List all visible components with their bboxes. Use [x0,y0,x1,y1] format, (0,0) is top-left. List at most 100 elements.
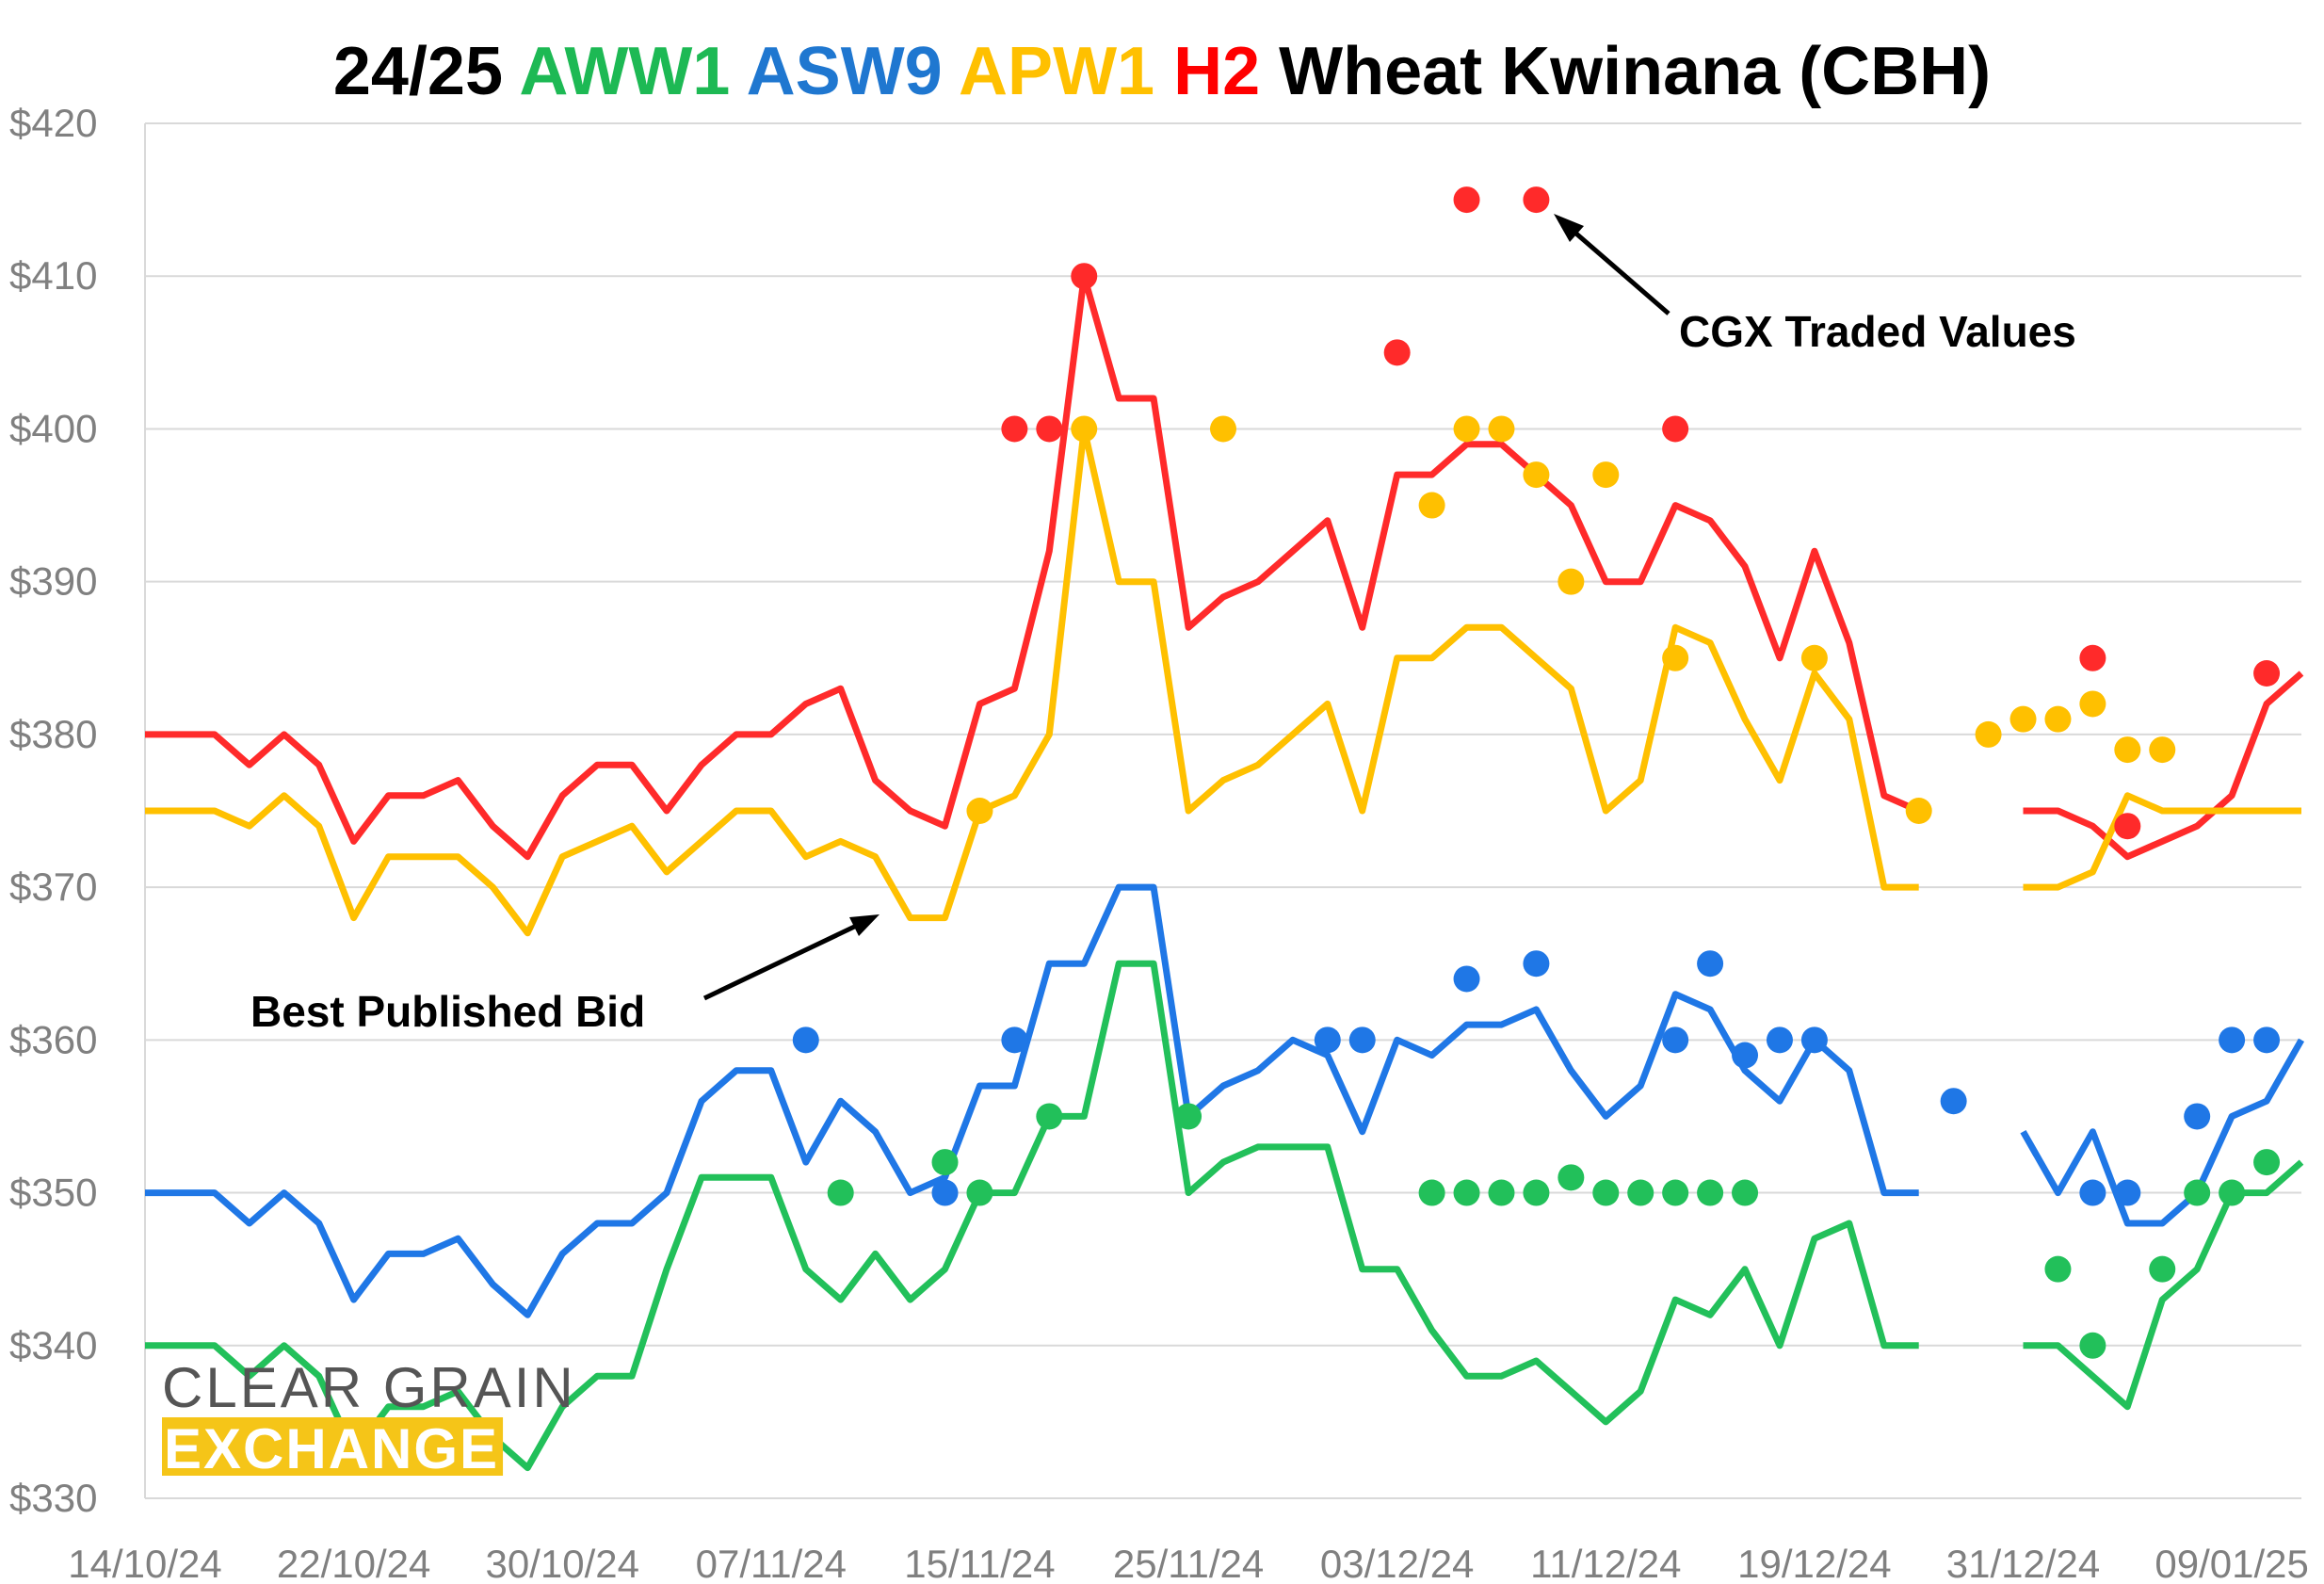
title-segment: Wheat Kwinana (CBH) [1260,34,1991,109]
traded-dot-h2 [1383,339,1411,366]
y-tick-label: $380 [9,712,97,756]
traded-dot-asw9 [1940,1088,1967,1115]
y-tick-label: $350 [9,1171,97,1215]
traded-dot-aww1 [2184,1179,2211,1206]
traded-dot-apw1 [1210,415,1236,443]
traded-dot-aww1 [1592,1179,1620,1206]
series-line-asw9 [145,883,2305,1318]
traded-dot-asw9 [1766,1026,1793,1054]
traded-dot-apw1 [1453,415,1480,443]
title-segment: AWW1 [519,34,730,109]
traded-dot-h2 [1071,263,1098,290]
annotation-cgx-label: CGX Traded Values [1679,307,2076,356]
traded-dot-apw1 [2044,705,2072,733]
x-tick-label: 14/10/24 [68,1542,222,1584]
traded-dot-asw9 [1523,950,1550,978]
traded-dot-apw1 [1557,568,1585,595]
traded-dot-asw9 [792,1026,819,1054]
title-segment [943,34,959,109]
x-tick-label: 19/12/24 [1737,1542,1892,1584]
traded-dot-aww1 [1523,1179,1550,1206]
traded-dot-aww1 [1662,1179,1689,1206]
x-tick-label: 03/12/24 [1320,1542,1475,1584]
traded-dot-apw1 [2079,690,2106,718]
traded-dot-apw1 [1418,492,1445,519]
traded-dot-aww1 [827,1179,854,1206]
annotation-cgx-traded-values: CGX Traded Values [1554,214,2076,356]
traded-dot-aww1 [1557,1164,1585,1191]
logo-line1: CLEAR GRAIN [162,1356,576,1419]
annotation-arrowhead [849,914,880,936]
traded-dot-aww1 [1453,1179,1480,1206]
x-tick-label: 07/11/24 [696,1542,847,1584]
traded-dot-apw1 [1800,644,1828,671]
title-segment: H2 [1173,34,1260,109]
traded-dot-asw9 [2114,1179,2141,1206]
traded-dot-apw1 [1071,415,1098,443]
traded-dot-asw9 [1732,1042,1759,1069]
y-tick-label: $400 [9,406,97,450]
series-line-aww1 [145,960,2304,1472]
traded-dot-asw9 [2253,1026,2281,1054]
traded-dot-asw9 [2079,1179,2106,1206]
traded-dot-asw9 [931,1179,959,1206]
traded-dot-aww1 [1036,1103,1063,1130]
traded-dot-apw1 [1488,415,1515,443]
traded-dot-asw9 [2184,1103,2211,1130]
traded-dot-h2 [2253,660,2281,687]
traded-dot-aww1 [1418,1179,1445,1206]
title-segment [1154,34,1173,109]
annotation-arrow [702,918,868,1001]
traded-dot-apw1 [1523,461,1550,489]
traded-dot-aww1 [1732,1179,1759,1206]
y-tick-label: $330 [9,1476,97,1520]
traded-dot-aww1 [2079,1332,2106,1359]
x-tick-label: 15/11/24 [904,1542,1055,1584]
chart-title: 24/25 AWW1 ASW9 APW1 H2 Wheat Kwinana (C… [333,34,1991,109]
traded-dot-h2 [1662,415,1689,443]
x-axis: 14/10/24 22/10/24 30/10/24 07/11/24 15/11/24… [68,1542,2309,1584]
y-tick-label: $360 [9,1017,97,1061]
traded-dot-asw9 [1800,1026,1828,1054]
traded-dot-aww1 [966,1179,993,1206]
traded-dot-aww1 [2253,1149,2281,1176]
traded-dot-asw9 [1662,1026,1689,1054]
traded-dot-h2 [1453,186,1480,214]
logo-line2: EXCHANGE [164,1417,499,1480]
x-tick-label: 11/12/24 [1530,1542,1681,1584]
traded-dot-aww1 [1627,1179,1654,1206]
traded-dot-asw9 [2219,1026,2246,1054]
traded-dot-apw1 [2009,705,2037,733]
traded-dot-apw1 [1592,461,1620,489]
traded-dot-h2 [2114,813,2141,840]
y-tick-label: $340 [9,1323,97,1367]
annotation-arrow [1561,220,1670,315]
x-tick-label: 22/10/24 [277,1542,431,1584]
traded-dot-h2 [1036,415,1063,443]
traded-dot-apw1 [966,798,993,824]
series-line-h2 [145,272,2304,861]
traded-dots [792,186,2281,1359]
traded-dot-asw9 [1314,1026,1341,1054]
traded-dot-asw9 [1001,1026,1028,1054]
clear-grain-exchange-logo: CLEAR GRAIN EXCHANGE [162,1356,576,1480]
traded-dot-aww1 [2149,1255,2176,1283]
traded-dot-h2 [1001,415,1028,443]
y-tick-label: $370 [9,865,97,909]
series-line-apw1 [145,425,2301,937]
traded-dot-aww1 [2219,1179,2246,1206]
traded-dot-apw1 [1662,644,1689,671]
x-tick-label: 09/01/25 [2155,1542,2309,1584]
traded-dot-apw1 [1905,798,1932,824]
title-segment: 24/25 [333,34,520,109]
x-tick-label: 25/11/24 [1113,1542,1264,1584]
annotation-arrowhead [1554,214,1584,242]
traded-dot-h2 [2079,644,2106,671]
traded-dot-aww1 [2044,1255,2072,1283]
title-segment: ASW9 [747,34,943,109]
title-segment: APW1 [959,34,1154,109]
series-lines [145,272,2305,1472]
traded-dot-asw9 [1453,965,1480,993]
x-tick-label: 31/12/24 [1946,1542,2101,1584]
